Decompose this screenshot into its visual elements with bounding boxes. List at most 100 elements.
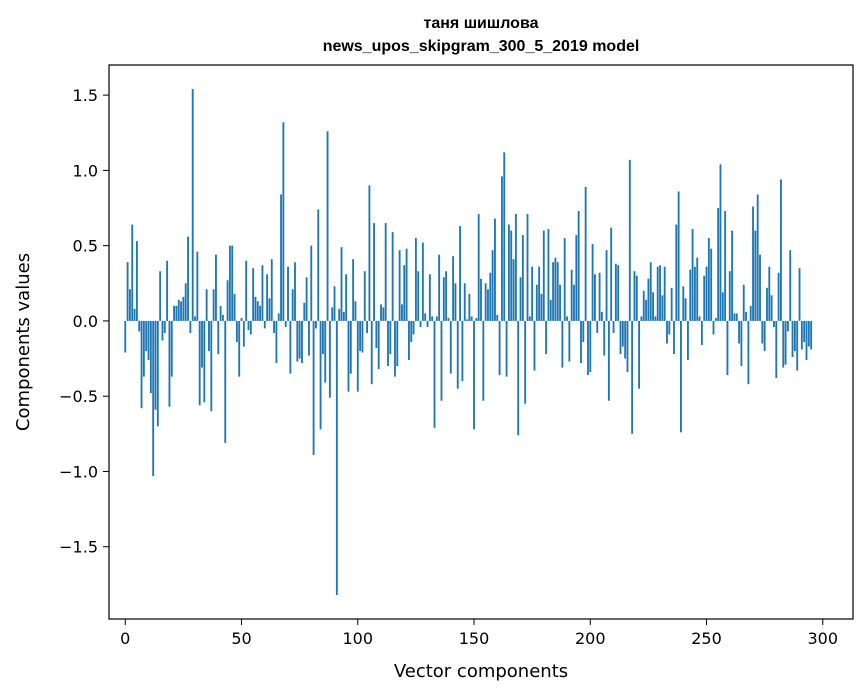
bar-59: [261, 265, 264, 321]
bar-38: [212, 289, 215, 321]
bar-174: [528, 316, 531, 321]
y-tick-label: −1.5: [59, 538, 98, 557]
bar-232: [663, 266, 666, 321]
bar-178: [538, 266, 541, 321]
bar-203: [596, 320, 599, 333]
bar-31: [196, 251, 199, 321]
bar-119: [401, 304, 403, 321]
bar-88: [328, 320, 331, 398]
bar-172: [524, 320, 527, 404]
bar-166: [510, 230, 513, 321]
bar-257: [721, 292, 724, 321]
bar-195: [577, 211, 580, 321]
bar-277: [768, 266, 771, 321]
bar-254: [714, 317, 717, 321]
bar-207: [605, 250, 608, 321]
bar-92: [338, 308, 341, 321]
bar-265: [740, 320, 743, 367]
bar-144: [459, 226, 461, 321]
bar-116: [394, 320, 396, 377]
bar-64: [273, 320, 275, 333]
bar-86: [324, 320, 327, 383]
bar-78: [305, 277, 308, 321]
bar-168: [514, 214, 517, 321]
bar-2: [129, 289, 131, 321]
bar-23: [177, 299, 180, 321]
bar-157: [489, 272, 492, 321]
bar-266: [742, 284, 745, 321]
bar-118: [398, 250, 401, 321]
bar-190: [566, 316, 568, 321]
bar-201: [591, 244, 594, 321]
bar-239: [680, 320, 682, 433]
bar-111: [382, 307, 385, 321]
bar-127: [419, 320, 422, 327]
bar-112: [384, 223, 387, 321]
bar-10: [147, 320, 150, 361]
y-tick-label: −1.0: [59, 462, 98, 481]
bar-35: [205, 289, 208, 321]
bar-290: [798, 268, 801, 321]
bar-253: [712, 320, 715, 335]
bar-192: [570, 269, 573, 321]
bar-69: [284, 320, 287, 327]
bar-215: [624, 320, 627, 359]
bar-275: [763, 320, 766, 352]
bar-65: [275, 320, 278, 364]
bar-216: [626, 320, 629, 373]
bar-218: [631, 320, 634, 434]
bar-225: [647, 278, 650, 321]
y-tick-label: −0.5: [59, 387, 98, 406]
bar-79: [308, 320, 310, 356]
bar-261: [731, 230, 734, 321]
bar-152: [477, 214, 480, 321]
plot-frame: [108, 64, 854, 620]
bar-245: [693, 266, 696, 321]
bar-49: [238, 320, 241, 377]
bar-131: [428, 274, 431, 321]
bar-139: [447, 317, 450, 321]
bar-18: [166, 260, 169, 321]
bar-100: [356, 320, 359, 392]
bar-160: [496, 314, 499, 321]
bar-77: [303, 302, 306, 321]
x-tick-label: 200: [575, 629, 606, 648]
x-tick-label: 0: [120, 629, 130, 648]
bar-223: [642, 290, 645, 321]
bar-155: [484, 283, 487, 321]
bar-148: [468, 293, 471, 321]
bar-121: [405, 248, 408, 321]
bar-248: [700, 320, 703, 346]
bar-107: [373, 223, 375, 321]
bar-284: [784, 320, 787, 365]
bar-29: [191, 89, 194, 321]
bar-255: [717, 208, 720, 321]
bar-295: [810, 320, 813, 350]
bar-187: [559, 284, 561, 321]
bar-224: [645, 299, 648, 321]
bar-96: [347, 320, 350, 392]
bar-53: [247, 320, 250, 330]
bar-154: [482, 320, 485, 401]
bar-51: [242, 320, 245, 347]
bar-285: [786, 320, 789, 332]
bar-267: [745, 311, 747, 321]
bar-159: [494, 218, 496, 321]
bar-177: [535, 284, 538, 321]
bar-175: [531, 266, 534, 321]
bar-91: [335, 320, 338, 595]
bar-246: [696, 257, 699, 321]
bar-230: [659, 265, 661, 321]
bar-58: [259, 305, 262, 321]
bar-234: [668, 320, 671, 335]
bar-93: [340, 247, 343, 321]
bar-94: [342, 311, 345, 321]
bar-228: [654, 316, 657, 321]
bar-73: [294, 262, 296, 321]
bar-48: [235, 320, 238, 342]
bar-117: [396, 320, 399, 367]
bar-3: [131, 224, 134, 321]
bar-263: [735, 313, 738, 321]
bar-134: [435, 316, 438, 321]
bar-149: [470, 316, 473, 321]
